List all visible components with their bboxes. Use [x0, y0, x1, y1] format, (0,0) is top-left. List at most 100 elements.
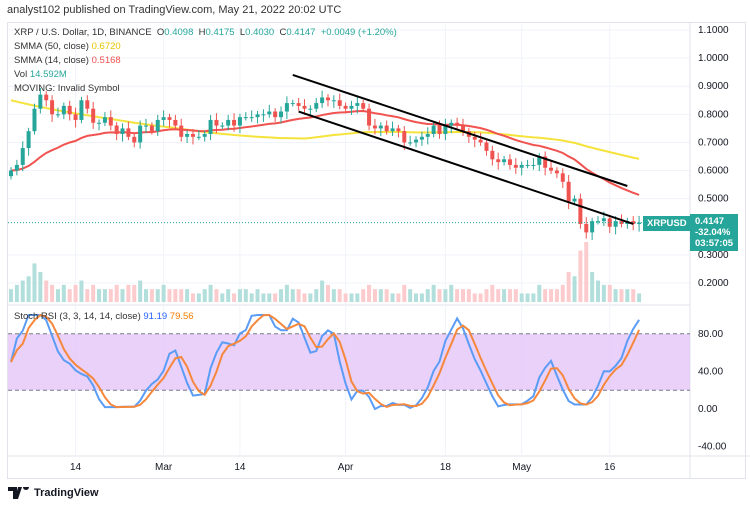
candle-body	[91, 108, 96, 123]
candle-body	[414, 139, 419, 143]
volume-bar	[85, 289, 90, 302]
candle-body	[267, 111, 272, 115]
moving-legend[interactable]: MOVING: Invalid Symbol	[14, 83, 120, 94]
candle-body	[331, 100, 336, 102]
volume-bar	[79, 280, 84, 302]
candle-body	[296, 103, 301, 106]
volume-bar	[273, 293, 278, 302]
candle-body	[637, 222, 642, 225]
candle-body	[367, 108, 372, 126]
candle-body	[114, 125, 119, 135]
last-price: 0.4147	[695, 216, 725, 227]
candle-body	[67, 105, 72, 115]
smma14-legend[interactable]: SMMA (14, close) 0.5168	[14, 55, 121, 66]
smma50-legend[interactable]: SMMA (50, close) 0.6720	[14, 41, 121, 52]
volume-bar	[20, 280, 25, 302]
volume-bar	[237, 289, 242, 302]
volume-bar	[50, 284, 55, 302]
candle-body	[396, 128, 401, 132]
candle-body	[478, 139, 483, 143]
candle-body	[120, 128, 125, 135]
candle-body	[155, 119, 160, 132]
candle-body	[208, 119, 213, 135]
volume-bar	[560, 284, 565, 302]
volume-bar	[343, 293, 348, 302]
price-axis-label: 0.8000	[698, 109, 729, 120]
volume-bar	[466, 289, 471, 302]
tradingview-logo[interactable]: TradingView	[8, 487, 99, 499]
volume-bar	[619, 289, 624, 302]
stoch-axis-label: -40.00	[698, 442, 727, 453]
chart-frame[interactable]	[7, 22, 746, 479]
volume-bar	[402, 284, 407, 302]
candle-body	[543, 156, 548, 168]
candle-body	[449, 122, 454, 126]
candle-body	[361, 103, 366, 109]
volume-bar	[419, 293, 424, 302]
candle-body	[408, 142, 413, 144]
candle-body	[202, 134, 207, 137]
candle-body	[20, 148, 25, 165]
volume-bar	[425, 289, 430, 302]
volume-bar	[296, 289, 301, 302]
volume-bar	[214, 289, 219, 302]
logo-text: TradingView	[34, 487, 99, 499]
volume-bar	[554, 289, 559, 302]
volume-bar	[155, 289, 160, 302]
candle-body	[32, 108, 37, 132]
symbol-tag: XRPUSD	[643, 216, 691, 231]
volume-bar	[226, 289, 231, 302]
candle-body	[26, 131, 31, 149]
candle-body	[85, 100, 90, 109]
candle-body	[14, 164, 19, 171]
volume-bar	[460, 289, 465, 302]
stoch-axis-label: 80.00	[698, 329, 723, 340]
price-tag: 0.4147 -32.04% 03:57:05	[690, 214, 739, 251]
volume-bar	[408, 289, 413, 302]
bar-countdown: 03:57:05	[695, 238, 734, 249]
candle-body	[237, 117, 242, 126]
smma14-value: 0.5168	[91, 55, 121, 66]
volume-bar	[625, 289, 630, 302]
high-value: 0.4175	[205, 27, 235, 38]
volume-bar	[61, 284, 66, 302]
candle-body	[549, 167, 554, 171]
stoch-band	[8, 333, 690, 391]
candle-body	[179, 125, 184, 137]
volume-legend[interactable]: Vol 14.592M	[14, 69, 67, 80]
candle-body	[537, 156, 542, 165]
candle-body	[161, 117, 166, 120]
candle-body	[220, 125, 225, 127]
volume-bar	[431, 284, 436, 302]
volume-bar	[173, 289, 178, 302]
candle-body	[519, 164, 524, 168]
candle-body	[255, 114, 260, 118]
candle-body	[531, 164, 536, 166]
volume-bar	[14, 284, 19, 302]
candle-body	[502, 159, 507, 163]
candle-body	[490, 150, 495, 160]
volume-bar	[55, 289, 60, 302]
volume-bar	[208, 284, 213, 302]
candle-body	[578, 198, 583, 224]
candle-body	[126, 128, 131, 137]
candle-body	[390, 128, 395, 132]
volume-bar	[543, 289, 548, 302]
close-label: C	[279, 27, 287, 38]
price-axis-label: 1.0000	[698, 53, 729, 64]
volume-bar	[44, 280, 49, 302]
time-axis-label: 18	[440, 462, 452, 473]
volume-bar	[572, 276, 577, 302]
candle-body	[102, 117, 107, 123]
volume-bar	[372, 289, 377, 302]
candle-body	[290, 103, 295, 105]
smma14-label: SMMA (14, close)	[14, 55, 89, 66]
stoch-legend[interactable]: Stoch RSI (3, 3, 14, 14, close) 91.19 79…	[14, 311, 194, 322]
volume-bar	[97, 289, 102, 302]
volume-bar	[190, 293, 195, 302]
volume-bar	[32, 263, 37, 302]
volume-bar	[490, 284, 495, 302]
volume-bar	[525, 293, 530, 302]
close-value: 0.4147	[286, 27, 316, 38]
